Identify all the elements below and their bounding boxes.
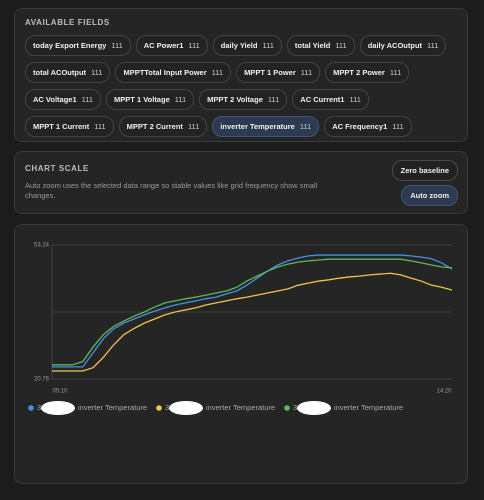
legend-label: inverter Temperature <box>334 403 403 412</box>
field-count: 111 <box>262 41 274 50</box>
legend-prefix: 3 <box>37 403 41 412</box>
chart-panel: 20.76 53.24 05:10 14:20 3 inverter Temperatur… <box>14 224 468 484</box>
field-label: MPPT 2 Power <box>333 68 385 77</box>
field-chip[interactable]: MPPT 1 Current 111 <box>25 116 114 137</box>
field-label: AC Frequency1 <box>332 122 388 131</box>
field-count: 111 <box>300 68 313 77</box>
y-tick-label: 53.24 <box>34 243 50 249</box>
field-label: MPPT 1 Voltage <box>114 95 170 104</box>
fields-panel: AVAILABLE FIELDS today Export Energy 111 A… <box>14 8 468 142</box>
field-count: 111 <box>174 95 187 104</box>
field-chip[interactable]: MPPT 1 Power 111 <box>236 62 321 83</box>
field-label: inverter Temperature <box>220 122 295 131</box>
field-chip[interactable]: daily ACOutput 111 <box>359 35 447 56</box>
field-label: AC Power1 <box>143 41 184 50</box>
legend-swatch <box>284 405 290 411</box>
field-label: MPPT 1 Power <box>244 68 296 77</box>
field-label: total Yield <box>294 41 331 50</box>
redaction <box>169 401 203 415</box>
y-tick-label: 20.76 <box>34 377 50 383</box>
series-line <box>52 258 453 366</box>
field-label: MPPT 1 Current <box>33 122 90 131</box>
field-count: 111 <box>188 41 200 50</box>
field-count: 111 <box>91 68 103 77</box>
field-count: 111 <box>299 122 312 131</box>
field-label: daily Yield <box>220 41 258 50</box>
field-label: daily ACOutput <box>367 41 423 50</box>
zero-baseline-button[interactable]: Zero baseline <box>391 160 458 181</box>
field-count: 111 <box>267 95 280 104</box>
field-label: MPPT 2 Current <box>126 122 183 131</box>
field-count: 111 <box>111 41 123 50</box>
chart: 20.76 53.24 05:10 14:20 3 inverter Temperatur… <box>28 243 453 415</box>
field-chip[interactable]: MPPT 2 Voltage 111 <box>199 89 288 110</box>
field-count: 111 <box>187 122 200 131</box>
scale-description: Auto zoom uses the selected data range s… <box>25 181 318 200</box>
legend-label: inverter Temperature <box>78 403 147 412</box>
scale-title: CHART SCALE <box>25 164 89 173</box>
legend-swatch <box>28 405 34 411</box>
series-line <box>52 272 453 372</box>
field-chip[interactable]: AC Power1 111 <box>135 35 208 56</box>
x-tick-label: 14:20 <box>436 389 452 395</box>
field-chip[interactable]: AC Frequency1 111 <box>324 116 412 137</box>
field-chip[interactable]: MPPT 2 Current 111 <box>118 116 208 137</box>
redaction <box>297 401 331 415</box>
field-chip[interactable]: AC Voltage1 111 <box>25 89 102 110</box>
field-chip[interactable]: AC Current1 111 <box>292 89 369 110</box>
field-count: 111 <box>94 122 106 131</box>
field-label: total ACOutput <box>33 68 87 77</box>
field-chip[interactable]: inverter Temperature 111 <box>212 116 320 137</box>
field-chip[interactable]: total Yield 111 <box>286 35 355 56</box>
field-chip[interactable]: MPPT 2 Power 111 <box>325 62 410 83</box>
field-count: 111 <box>392 122 404 131</box>
legend-prefix: 3 <box>165 403 169 412</box>
field-count: 111 <box>349 95 361 104</box>
redaction <box>41 401 75 415</box>
field-count: 111 <box>335 41 347 50</box>
field-count: 111 <box>389 68 402 77</box>
field-chip[interactable]: MPPTTotal Input Power 111 <box>115 62 232 83</box>
field-chip[interactable]: daily Yield 111 <box>212 35 282 56</box>
field-label: today Export Energy <box>33 41 107 50</box>
field-chip[interactable]: total ACOutput 111 <box>25 62 111 83</box>
legend-prefix: 3 <box>293 403 297 412</box>
legend-label: inverter Temperature <box>206 403 275 412</box>
field-label: AC Voltage1 <box>33 95 77 104</box>
field-count: 111 <box>81 95 94 104</box>
field-label: MPPTTotal Input Power <box>123 68 207 77</box>
field-chip[interactable]: MPPT 1 Voltage 111 <box>106 89 195 110</box>
field-chip[interactable]: today Export Energy 111 <box>25 35 131 56</box>
scale-panel: CHART SCALE Auto zoom uses the selected … <box>14 151 468 214</box>
chip-list: today Export Energy 111 AC Power1 111 daily … <box>25 35 457 137</box>
field-label: AC Current1 <box>300 95 345 104</box>
fields-title: AVAILABLE FIELDS <box>25 18 110 27</box>
x-tick-label: 05:10 <box>52 389 68 395</box>
field-count: 111 <box>427 41 439 50</box>
field-count: 111 <box>211 68 224 77</box>
series-line <box>52 254 453 368</box>
legend-swatch <box>156 405 162 411</box>
auto-zoom-button[interactable]: Auto zoom <box>401 185 458 206</box>
field-label: MPPT 2 Voltage <box>207 95 263 104</box>
